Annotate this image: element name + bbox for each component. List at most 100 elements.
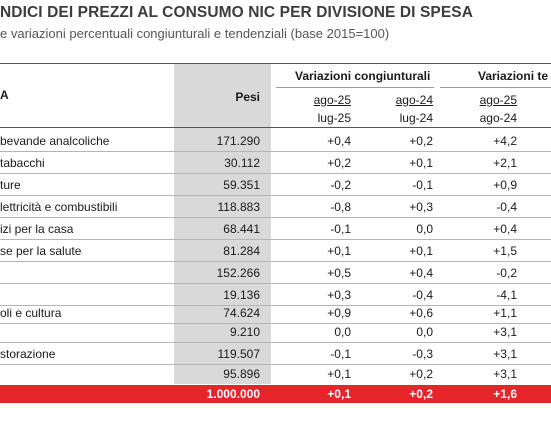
table-row: lettricità e combustibili 118.883 -0,8 +… [0, 196, 551, 218]
row-pesi: 30.112 [224, 156, 260, 170]
table-row: tabacchi 30.112 +0,2 +0,1 +2,1 [0, 152, 551, 174]
col2-header-top: ago-24 [395, 93, 433, 107]
row-divider [0, 323, 551, 324]
table-row: izi per la casa 68.441 -0,1 0,0 +0,4 [0, 218, 551, 240]
table-row: 19.136 +0,3 -0,4 -4,1 [0, 284, 551, 306]
row-var-cong-2024: 0,0 [416, 222, 433, 236]
table-row: 9.210 0,0 0,0 +3,1 [0, 321, 551, 343]
row-var-cong-2025: -0,8 [330, 200, 351, 214]
row-divider [0, 173, 551, 174]
row-var-tend: +1,5 [493, 244, 517, 258]
group-congiunturali-rule [276, 87, 434, 88]
pesi-column-background [174, 63, 271, 384]
group-tendenziali-rule [440, 87, 551, 88]
row-label: izi per la casa [0, 222, 74, 236]
row-label: tabacchi [0, 156, 45, 170]
row-pesi: 74.624 [223, 306, 260, 320]
row-var-cong-2025: -0,1 [330, 222, 351, 236]
row-pesi: 119.507 [217, 347, 261, 361]
row-var-cong-2025: +0,2 [327, 156, 351, 170]
row-var-cong-2025: -0,1 [330, 347, 351, 361]
row-divider [0, 195, 551, 196]
row-var-tend: +0,9 [493, 178, 517, 192]
total-row: 1.000.000 +0,1 +0,2 +1,6 [0, 385, 551, 403]
table-row: ture 59.351 -0,2 -0,1 +0,9 [0, 174, 551, 196]
table-row: storazione 119.507 -0,1 -0,3 +3,1 [0, 343, 551, 365]
total-pesi: 1.000.000 [206, 387, 260, 401]
row-label: ture [0, 178, 21, 192]
row-divider [0, 283, 551, 284]
row-var-cong-2024: 0,0 [416, 325, 433, 339]
row-label: se per la salute [0, 244, 82, 258]
row-divider [0, 151, 551, 152]
row-divider [0, 261, 551, 262]
table-title: NDICI DEI PREZZI AL CONSUMO NIC PER DIVI… [0, 4, 474, 21]
row-var-cong-2025: 0,0 [334, 325, 351, 339]
col1-header-top: ago-25 [313, 93, 351, 107]
row-var-tend: +4,2 [493, 134, 517, 148]
header-pesi: Pesi [235, 90, 260, 104]
row-var-cong-2024: +0,3 [409, 200, 433, 214]
row-var-cong-2024: +0,1 [409, 244, 433, 258]
row-var-cong-2025: +0,1 [327, 244, 351, 258]
row-var-cong-2024: -0,1 [412, 178, 433, 192]
row-pesi: 118.883 [217, 200, 261, 214]
row-var-cong-2024: +0,4 [409, 266, 433, 280]
row-var-tend: -0,2 [496, 266, 517, 280]
row-var-cong-2024: -0,4 [412, 288, 433, 302]
row-var-cong-2024: +0,2 [409, 367, 433, 381]
row-label: storazione [0, 347, 56, 361]
row-pesi: 68.441 [223, 222, 260, 236]
col3-header-top: ago-25 [479, 93, 517, 107]
header-bottom-rule [0, 127, 551, 128]
row-var-cong-2025: -0,2 [330, 178, 351, 192]
row-label: lettricità e combustibili [0, 200, 118, 214]
row-pesi: 95.896 [223, 367, 260, 381]
row-var-tend: +3,1 [493, 325, 517, 339]
row-var-cong-2024: -0,3 [412, 347, 433, 361]
col1-header-bottom: lug-25 [317, 111, 351, 125]
table-row: oli e cultura 74.624 +0,9 +0,6 +1,1 [0, 302, 551, 324]
header-label: A [0, 88, 9, 102]
total-var-tend: +1,6 [493, 387, 517, 401]
row-divider [0, 364, 551, 365]
col2-header-bottom: lug-24 [399, 111, 433, 125]
row-divider [0, 239, 551, 240]
table-row: 95.896 +0,1 +0,2 +3,1 [0, 363, 551, 385]
table-row: se per la salute 81.284 +0,1 +0,1 +1,5 [0, 240, 551, 262]
row-pesi: 9.210 [229, 325, 260, 339]
row-var-tend: +2,1 [493, 156, 517, 170]
row-var-cong-2025: +0,9 [327, 306, 351, 320]
row-pesi: 59.351 [223, 178, 260, 192]
row-var-cong-2025: +0,5 [327, 266, 351, 280]
row-var-cong-2024: +0,1 [409, 156, 433, 170]
row-divider [0, 217, 551, 218]
row-var-tend: -4,1 [496, 288, 517, 302]
row-var-tend: +3,1 [493, 367, 517, 381]
group-header-congiunturali: Variazioni congiunturali [295, 69, 431, 83]
total-var-cong-2024: +0,2 [409, 387, 433, 401]
row-var-cong-2025: +0,4 [327, 134, 351, 148]
total-var-cong-2025: +0,1 [327, 387, 351, 401]
row-var-tend: -0,4 [496, 200, 517, 214]
table-row: 152.266 +0,5 +0,4 -0,2 [0, 262, 551, 284]
row-var-tend: +3,1 [493, 347, 517, 361]
group-header-tendenziali: Variazioni te [478, 69, 549, 83]
row-var-cong-2024: +0,6 [409, 306, 433, 320]
top-rule [0, 63, 551, 64]
row-pesi: 81.284 [223, 244, 260, 258]
row-var-cong-2024: +0,2 [409, 134, 433, 148]
row-pesi: 152.266 [216, 266, 260, 280]
row-label: bevande analcoliche [0, 134, 110, 148]
table-subtitle: e variazioni percentuali congiunturali e… [0, 26, 390, 41]
row-var-cong-2025: +0,1 [327, 367, 351, 381]
row-pesi: 171.290 [216, 134, 260, 148]
row-var-tend: +0,4 [493, 222, 517, 236]
row-var-tend: +1,1 [493, 306, 517, 320]
row-divider [0, 342, 551, 343]
table-row: bevande analcoliche 171.290 +0,4 +0,2 +4… [0, 130, 551, 152]
row-label: oli e cultura [0, 306, 62, 320]
col3-header-bottom: ago-24 [479, 111, 517, 125]
row-var-cong-2025: +0,3 [327, 288, 351, 302]
row-pesi: 19.136 [223, 288, 260, 302]
